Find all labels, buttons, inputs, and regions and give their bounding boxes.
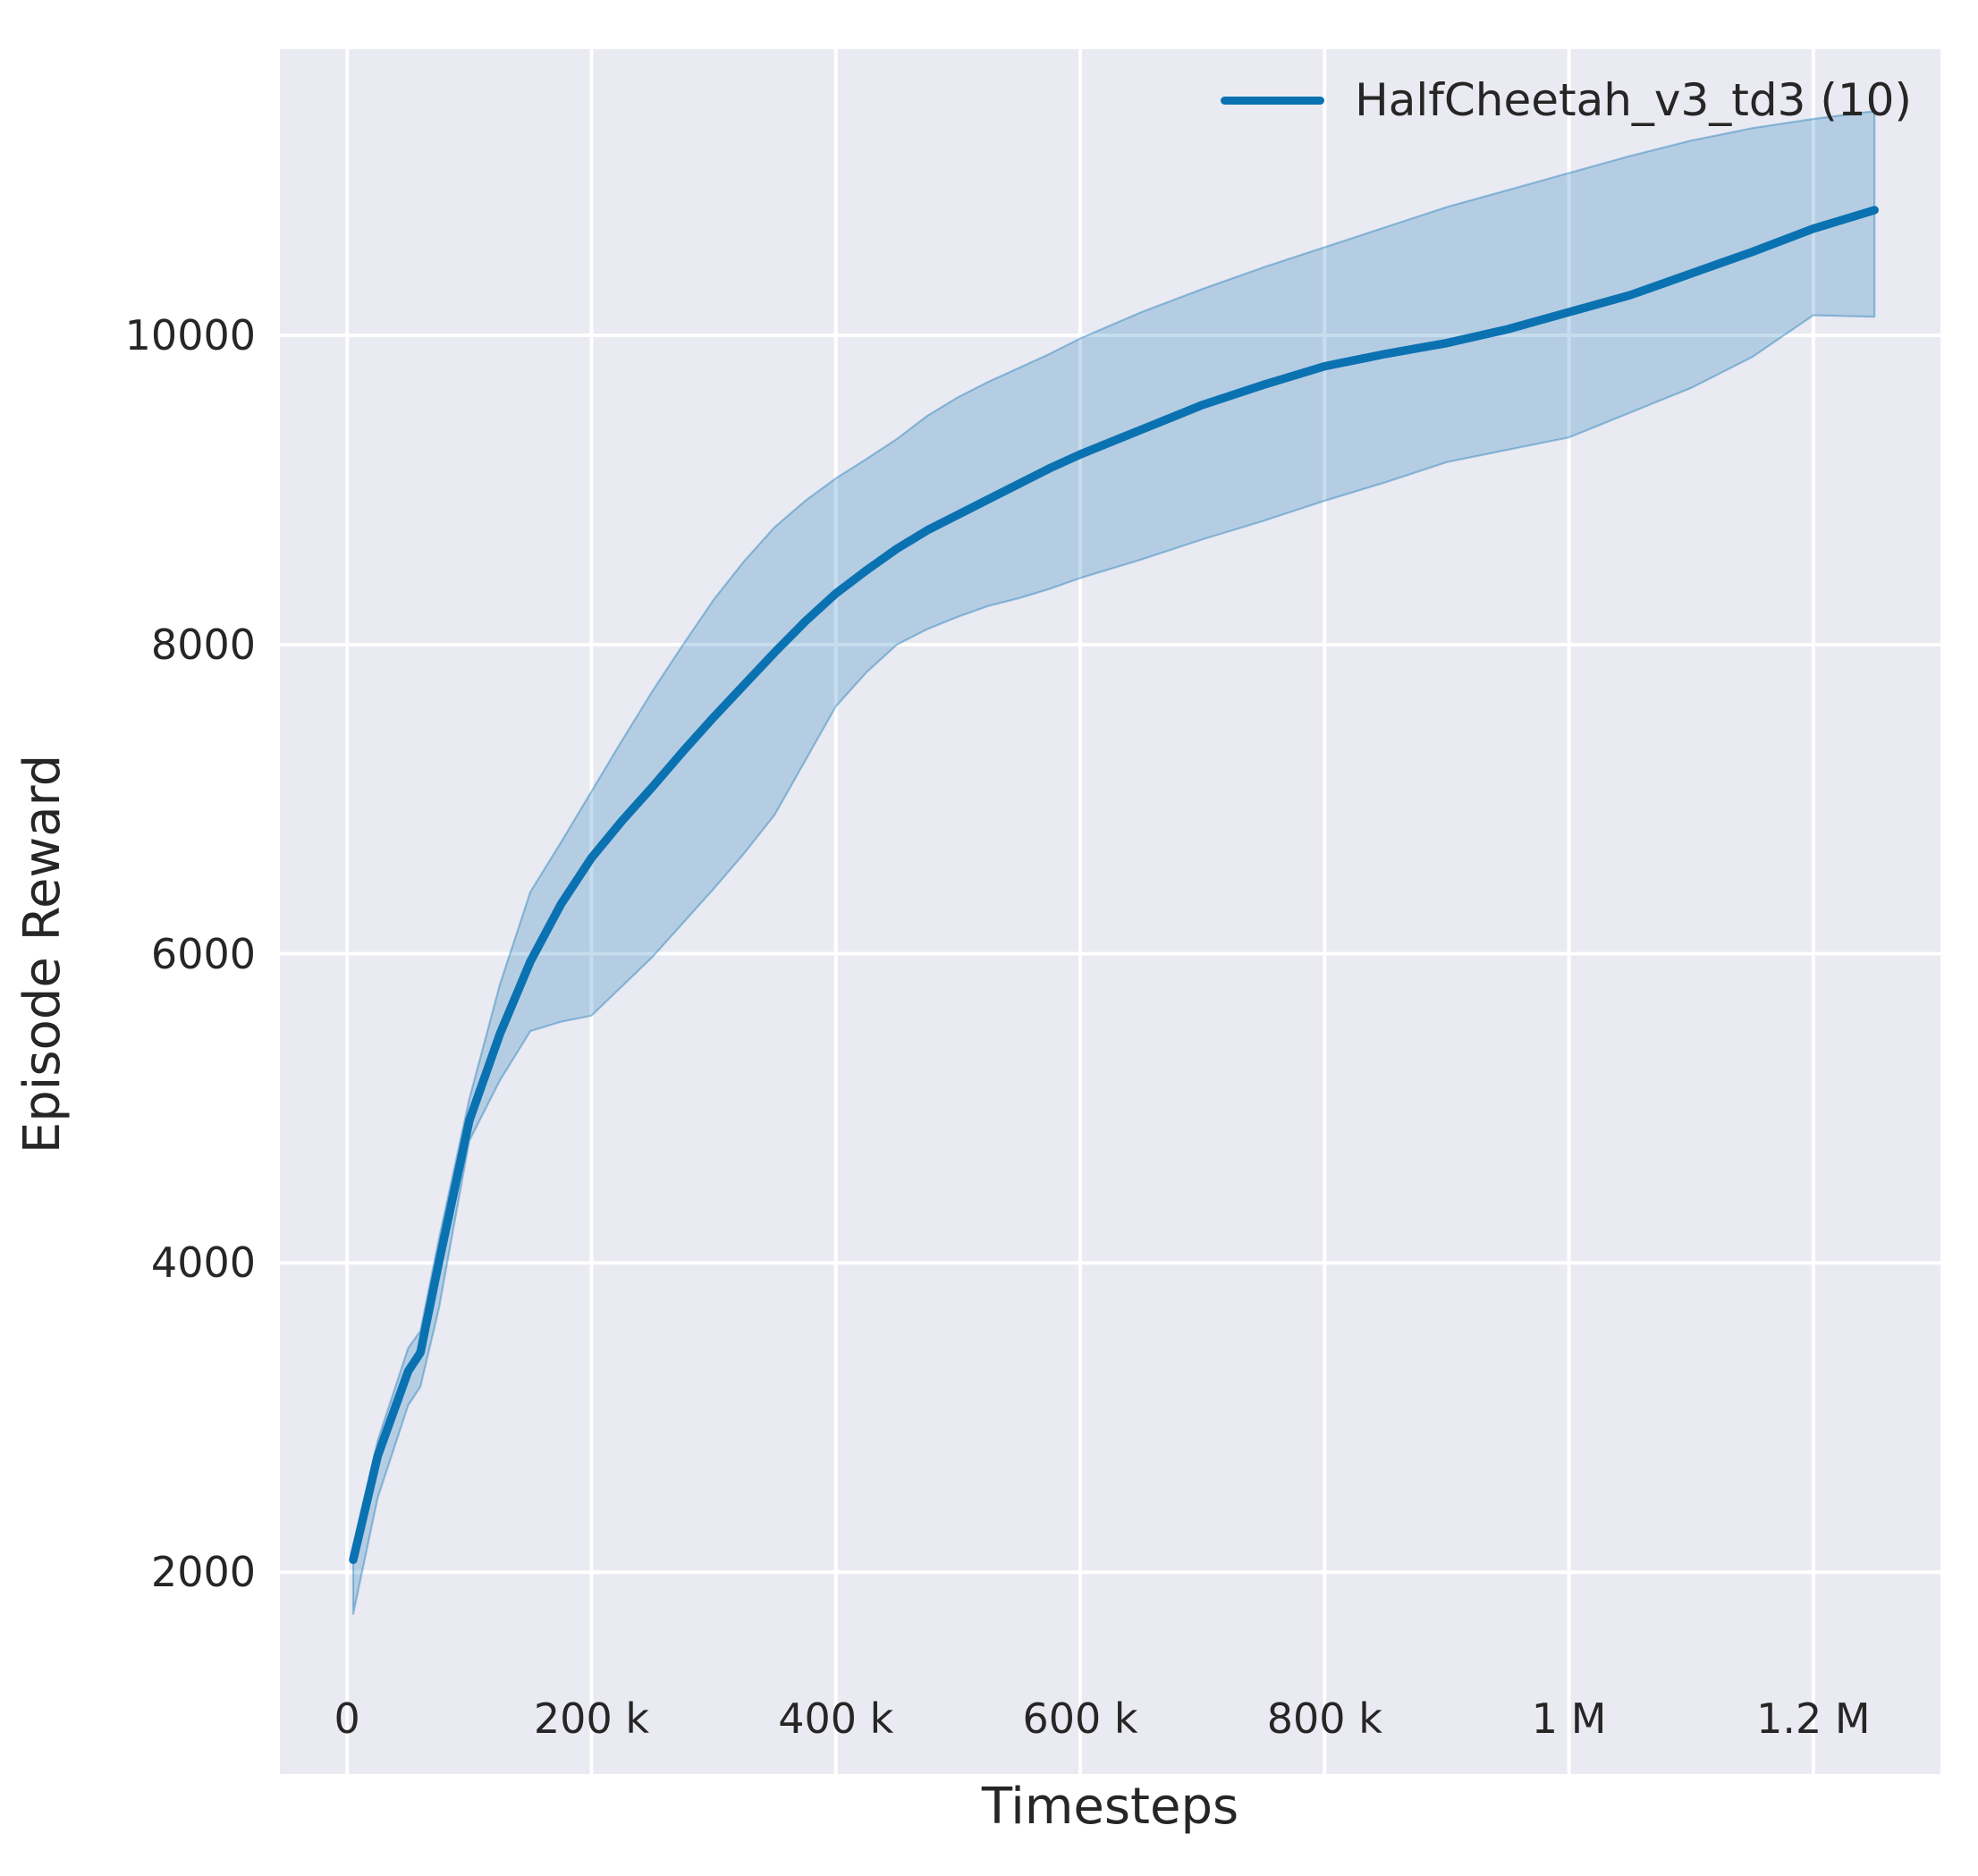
legend: HalfCheetah_v3_td3 (10) [1221, 75, 1912, 125]
x-tick-label: 800 k [1266, 1694, 1382, 1743]
x-axis-label: Timesteps [981, 1778, 1239, 1836]
x-tick-label: 1.2 M [1756, 1694, 1871, 1743]
legend-label: HalfCheetah_v3_td3 (10) [1355, 74, 1912, 126]
y-axis-label: Episode Reward [13, 754, 72, 1153]
y-tick-label: 8000 [150, 620, 256, 669]
x-tick-label: 200 k [533, 1694, 649, 1743]
y-tick-label: 4000 [150, 1238, 256, 1288]
y-tick-label: 6000 [150, 929, 256, 978]
y-tick-label: 2000 [150, 1548, 256, 1597]
y-tick-label: 10000 [124, 311, 256, 360]
x-tick-label: 0 [334, 1694, 360, 1743]
x-tick-label: 400 k [778, 1694, 894, 1743]
x-tick-label: 1 M [1531, 1694, 1607, 1743]
mean-line [349, 206, 1879, 1565]
legend-line-swatch-icon [1221, 96, 1325, 105]
x-tick-label: 600 k [1022, 1694, 1138, 1743]
